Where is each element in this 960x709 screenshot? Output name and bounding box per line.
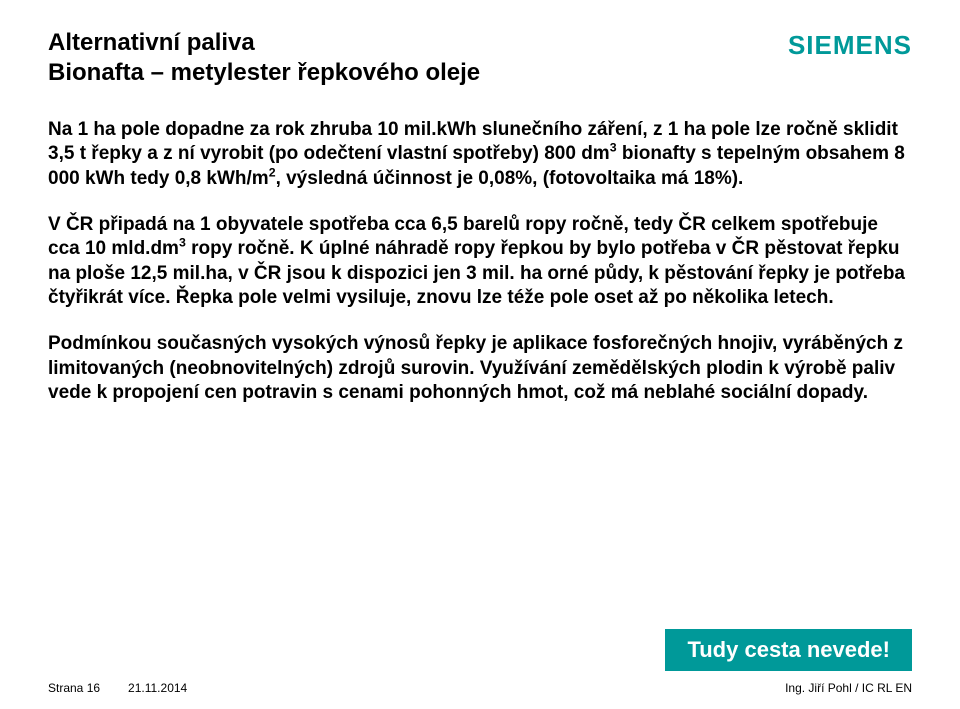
- footer: Strana 16 21.11.2014 Ing. Jiří Pohl / IC…: [48, 681, 912, 695]
- footer-author: Ing. Jiří Pohl / IC RL EN: [785, 681, 912, 695]
- header: Alternativní paliva Bionafta – metyleste…: [48, 28, 912, 88]
- sup-3b: 3: [179, 236, 186, 250]
- title-line-2: Bionafta – metylester řepkového oleje: [48, 58, 788, 88]
- page-number: Strana 16: [48, 681, 100, 695]
- title-block: Alternativní paliva Bionafta – metyleste…: [48, 28, 788, 88]
- p1-c: , výsledná účinnost je 0,08%, (fotovolta…: [276, 168, 744, 189]
- callout-box: Tudy cesta nevede!: [665, 629, 912, 671]
- slide: Alternativní paliva Bionafta – metyleste…: [0, 0, 960, 709]
- body-text: Na 1 ha pole dopadne za rok zhruba 10 mi…: [48, 118, 912, 405]
- paragraph-2: V ČR připadá na 1 obyvatele spotřeba cca…: [48, 213, 912, 310]
- footer-date: 21.11.2014: [128, 681, 187, 695]
- siemens-logo: SIEMENS: [788, 28, 912, 61]
- sup-2: 2: [269, 165, 276, 179]
- paragraph-1: Na 1 ha pole dopadne za rok zhruba 10 mi…: [48, 118, 912, 191]
- footer-left: Strana 16 21.11.2014: [48, 681, 187, 695]
- sup-3: 3: [610, 141, 617, 155]
- paragraph-3: Podmínkou současných vysokých výnosů řep…: [48, 332, 912, 405]
- title-line-1: Alternativní paliva: [48, 28, 788, 58]
